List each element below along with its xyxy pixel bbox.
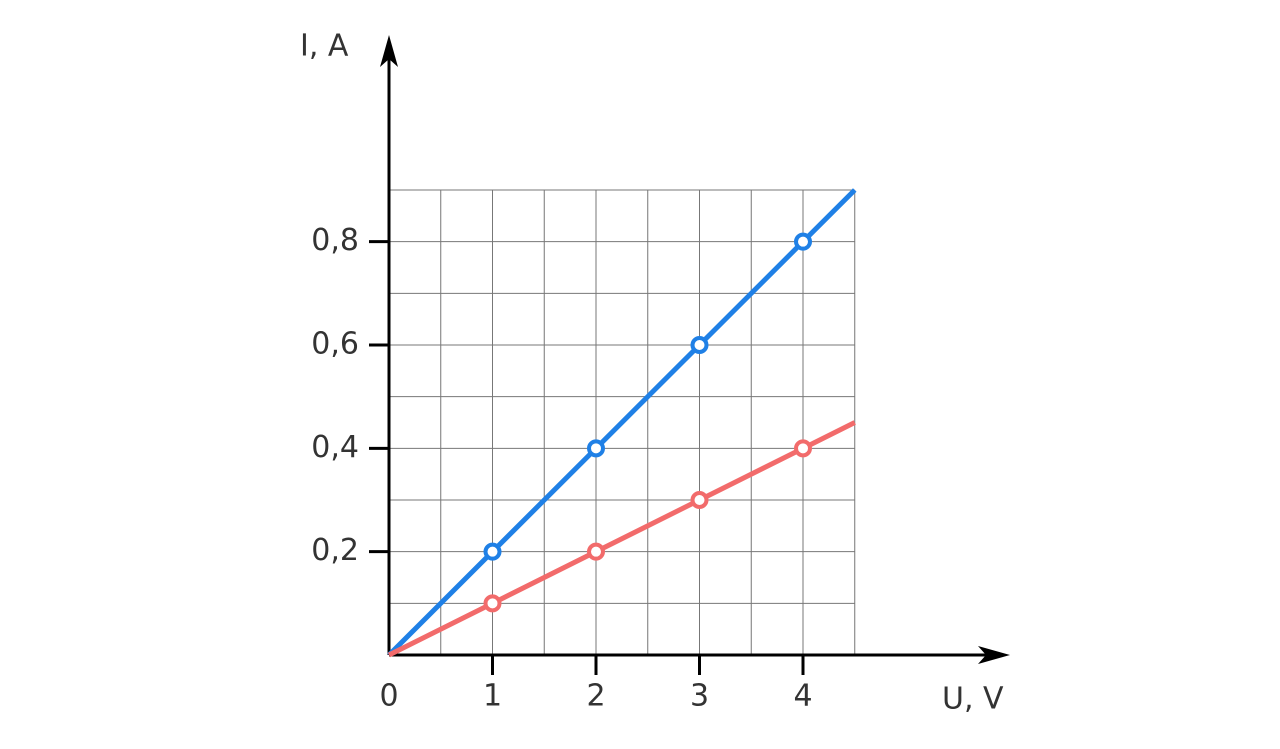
- data-point: [690, 491, 709, 509]
- y-tick-label: 0,8: [311, 223, 359, 258]
- data-point: [587, 439, 605, 458]
- x-tick-label: 0: [379, 679, 398, 714]
- x-tick-label: 1: [483, 679, 502, 714]
- x-axis-label: U, V: [942, 682, 1004, 717]
- x-axis-arrow: [978, 646, 1010, 664]
- data-point: [483, 594, 502, 613]
- x-tick-label: 4: [793, 679, 812, 714]
- series-line: [387, 188, 857, 657]
- series-line: [387, 420, 856, 658]
- y-axis-arrow: [380, 35, 398, 67]
- y-tick-label: 0,4: [311, 430, 359, 465]
- data-point: [587, 542, 605, 561]
- y-tick-label: 0,6: [311, 327, 359, 362]
- data-point: [794, 439, 812, 458]
- data-point: [483, 542, 502, 561]
- x-tick-label: 2: [586, 679, 605, 714]
- data-point: [690, 336, 709, 354]
- y-axis-label: I, A: [300, 29, 349, 64]
- data-point: [794, 232, 812, 251]
- x-tick-label: 3: [690, 679, 709, 714]
- y-tick-label: 0,2: [311, 533, 359, 568]
